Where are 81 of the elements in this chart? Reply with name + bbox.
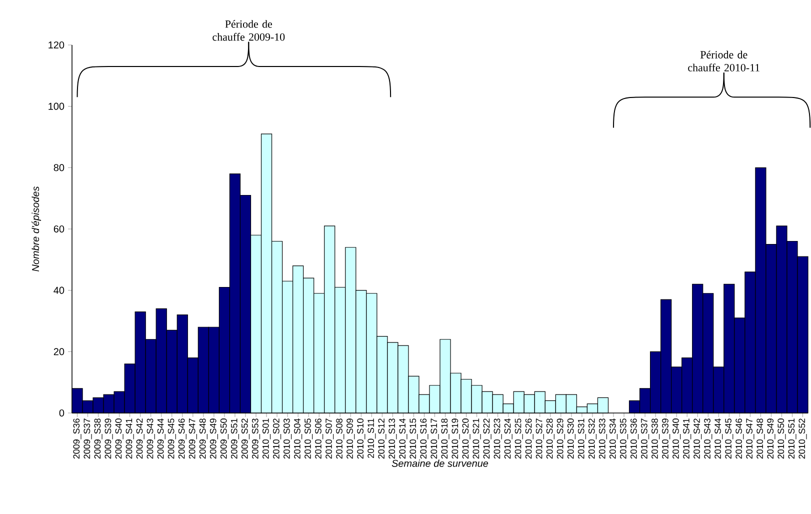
x-tick-label: 2010_S43 [704,418,712,459]
x-tick-label: 2010_S20 [462,418,470,459]
x-tick-label: 2010_S47 [746,418,754,459]
x-tick-label: 2009_S39 [104,418,113,459]
x-tick-label: 2010_S18 [441,418,450,459]
x-tick-label: 2010_S51 [788,418,796,459]
x-tick-label: 2010_S17 [430,418,439,459]
x-tick-label: 2010_S41 [683,418,692,459]
x-tick-label: 2010_S36 [630,418,639,459]
x-tick-label: 2010_S35 [620,418,628,459]
x-tick-label: 2010_S12 [378,418,386,459]
x-tick-label: 2010_S21 [472,418,481,459]
x-tick-label: 2010_S23 [494,418,502,459]
text: Période de chauffe 2009-10 [212,20,285,41]
x-tick-label: 2009_S45 [168,418,176,459]
x-tick-label: 2009_S43 [146,418,155,459]
x-tick-label: 2009_S41 [126,418,134,459]
x-tick-label: 2010_S45 [725,418,734,459]
x-tick-label: 2010_S15 [410,418,418,459]
x-tick-label: 2010_S16 [420,418,428,459]
x-tick-label: 2010_S42 [694,418,702,459]
x-tick-label: 2010_S33 [598,418,607,459]
y-tick-label: 120 [48,41,64,49]
annotation: Période de chauffe 2010-11 [688,50,760,72]
x-tick-label: 2010_S32 [588,418,596,459]
x-tick-label: 2010_S25 [514,418,523,459]
x-tick-label: 2009_S40 [115,418,124,459]
x-tick-label: 2010_S39 [662,418,670,459]
x-tick-label: 2009_S49 [210,418,218,459]
x-tick-label: 2010_S24 [504,418,512,459]
y-tick-label: 40 [54,286,64,294]
x-tick-label: 2010_S22 [483,418,492,459]
x-tick-label: 2010_S29 [556,418,565,459]
x-tick-label: 2010_S05 [304,418,313,459]
x-tick-label: 2010_S28 [546,418,554,459]
x-tick-label: 2010_S19 [452,418,460,459]
x-tick-label: 2010_S03 [284,418,292,459]
y-tick-label: 60 [54,225,64,233]
x-tick-label: 2009_S51 [230,418,239,459]
x-tick-label: 2010_S02 [273,418,282,459]
x-tick-label: 2009_S52 [241,418,250,459]
x-tick-label: 2010_S01 [262,418,271,459]
x-tick-label: 2010_S11 [368,418,376,458]
x-tick-label: 2010_S07 [326,418,334,459]
x-tick-label: 2010_S44 [714,418,723,459]
y-tick-label: 20 [54,348,64,356]
y-tick-label: 100 [48,102,64,110]
x-tick-label: 2010_S38 [652,418,660,459]
x-tick-label: 2010_S08 [336,418,344,459]
x-tick-label: 2009_S48 [199,418,208,459]
x-tick-label: 2010_S09 [346,418,355,459]
y-tick-label: 80 [54,164,64,172]
x-tick-label: 2010_S04 [294,418,302,459]
x-tick-label: 2010_S14 [399,418,408,459]
x-tick-label: 2010_S34 [609,418,618,459]
x-tick-label: 2010_S37 [641,418,650,459]
x-tick-label: 2010_S26 [525,418,534,459]
x-tick-label: 2010_S49 [767,418,776,459]
x-tick-label: 2009_S42 [136,418,144,459]
x-tick-label: 2009_S37 [84,418,92,459]
x-tick-label: 2010_S13 [388,418,397,459]
x-tick-label: 2010_S52 [798,418,807,459]
x-tick-label: 2010_S48 [756,418,765,459]
x-tick-label: 2009_S46 [178,418,186,459]
y-tick-label: 0 [59,409,64,417]
x-tick-label: 2010_S10 [357,418,366,459]
x-tick-label: 2010_S31 [578,418,586,459]
x-tick-label: 2009_S47 [188,418,197,459]
x-tick-label: 2010_S50 [778,418,786,459]
x-tick-label: 2009_S38 [94,418,102,459]
y-axis-title: Nombre d'épisodes [32,186,42,272]
x-tick-label: 2010_S30 [567,418,576,459]
x-tick-label: 2009_S53 [252,418,260,459]
x-tick-label: 2009_S44 [157,418,166,459]
x-tick-label: 2010_S40 [672,418,681,459]
x-axis-title: Semaine de survenue [392,460,488,467]
x-tick-label: 2010_S06 [315,418,324,459]
x-tick-label: 2009_S36 [73,418,82,459]
x-tick-label: 2010_S46 [736,418,744,459]
x-tick-label: 2010_S27 [536,418,544,459]
x-tick-label: 2009_S50 [220,418,228,459]
